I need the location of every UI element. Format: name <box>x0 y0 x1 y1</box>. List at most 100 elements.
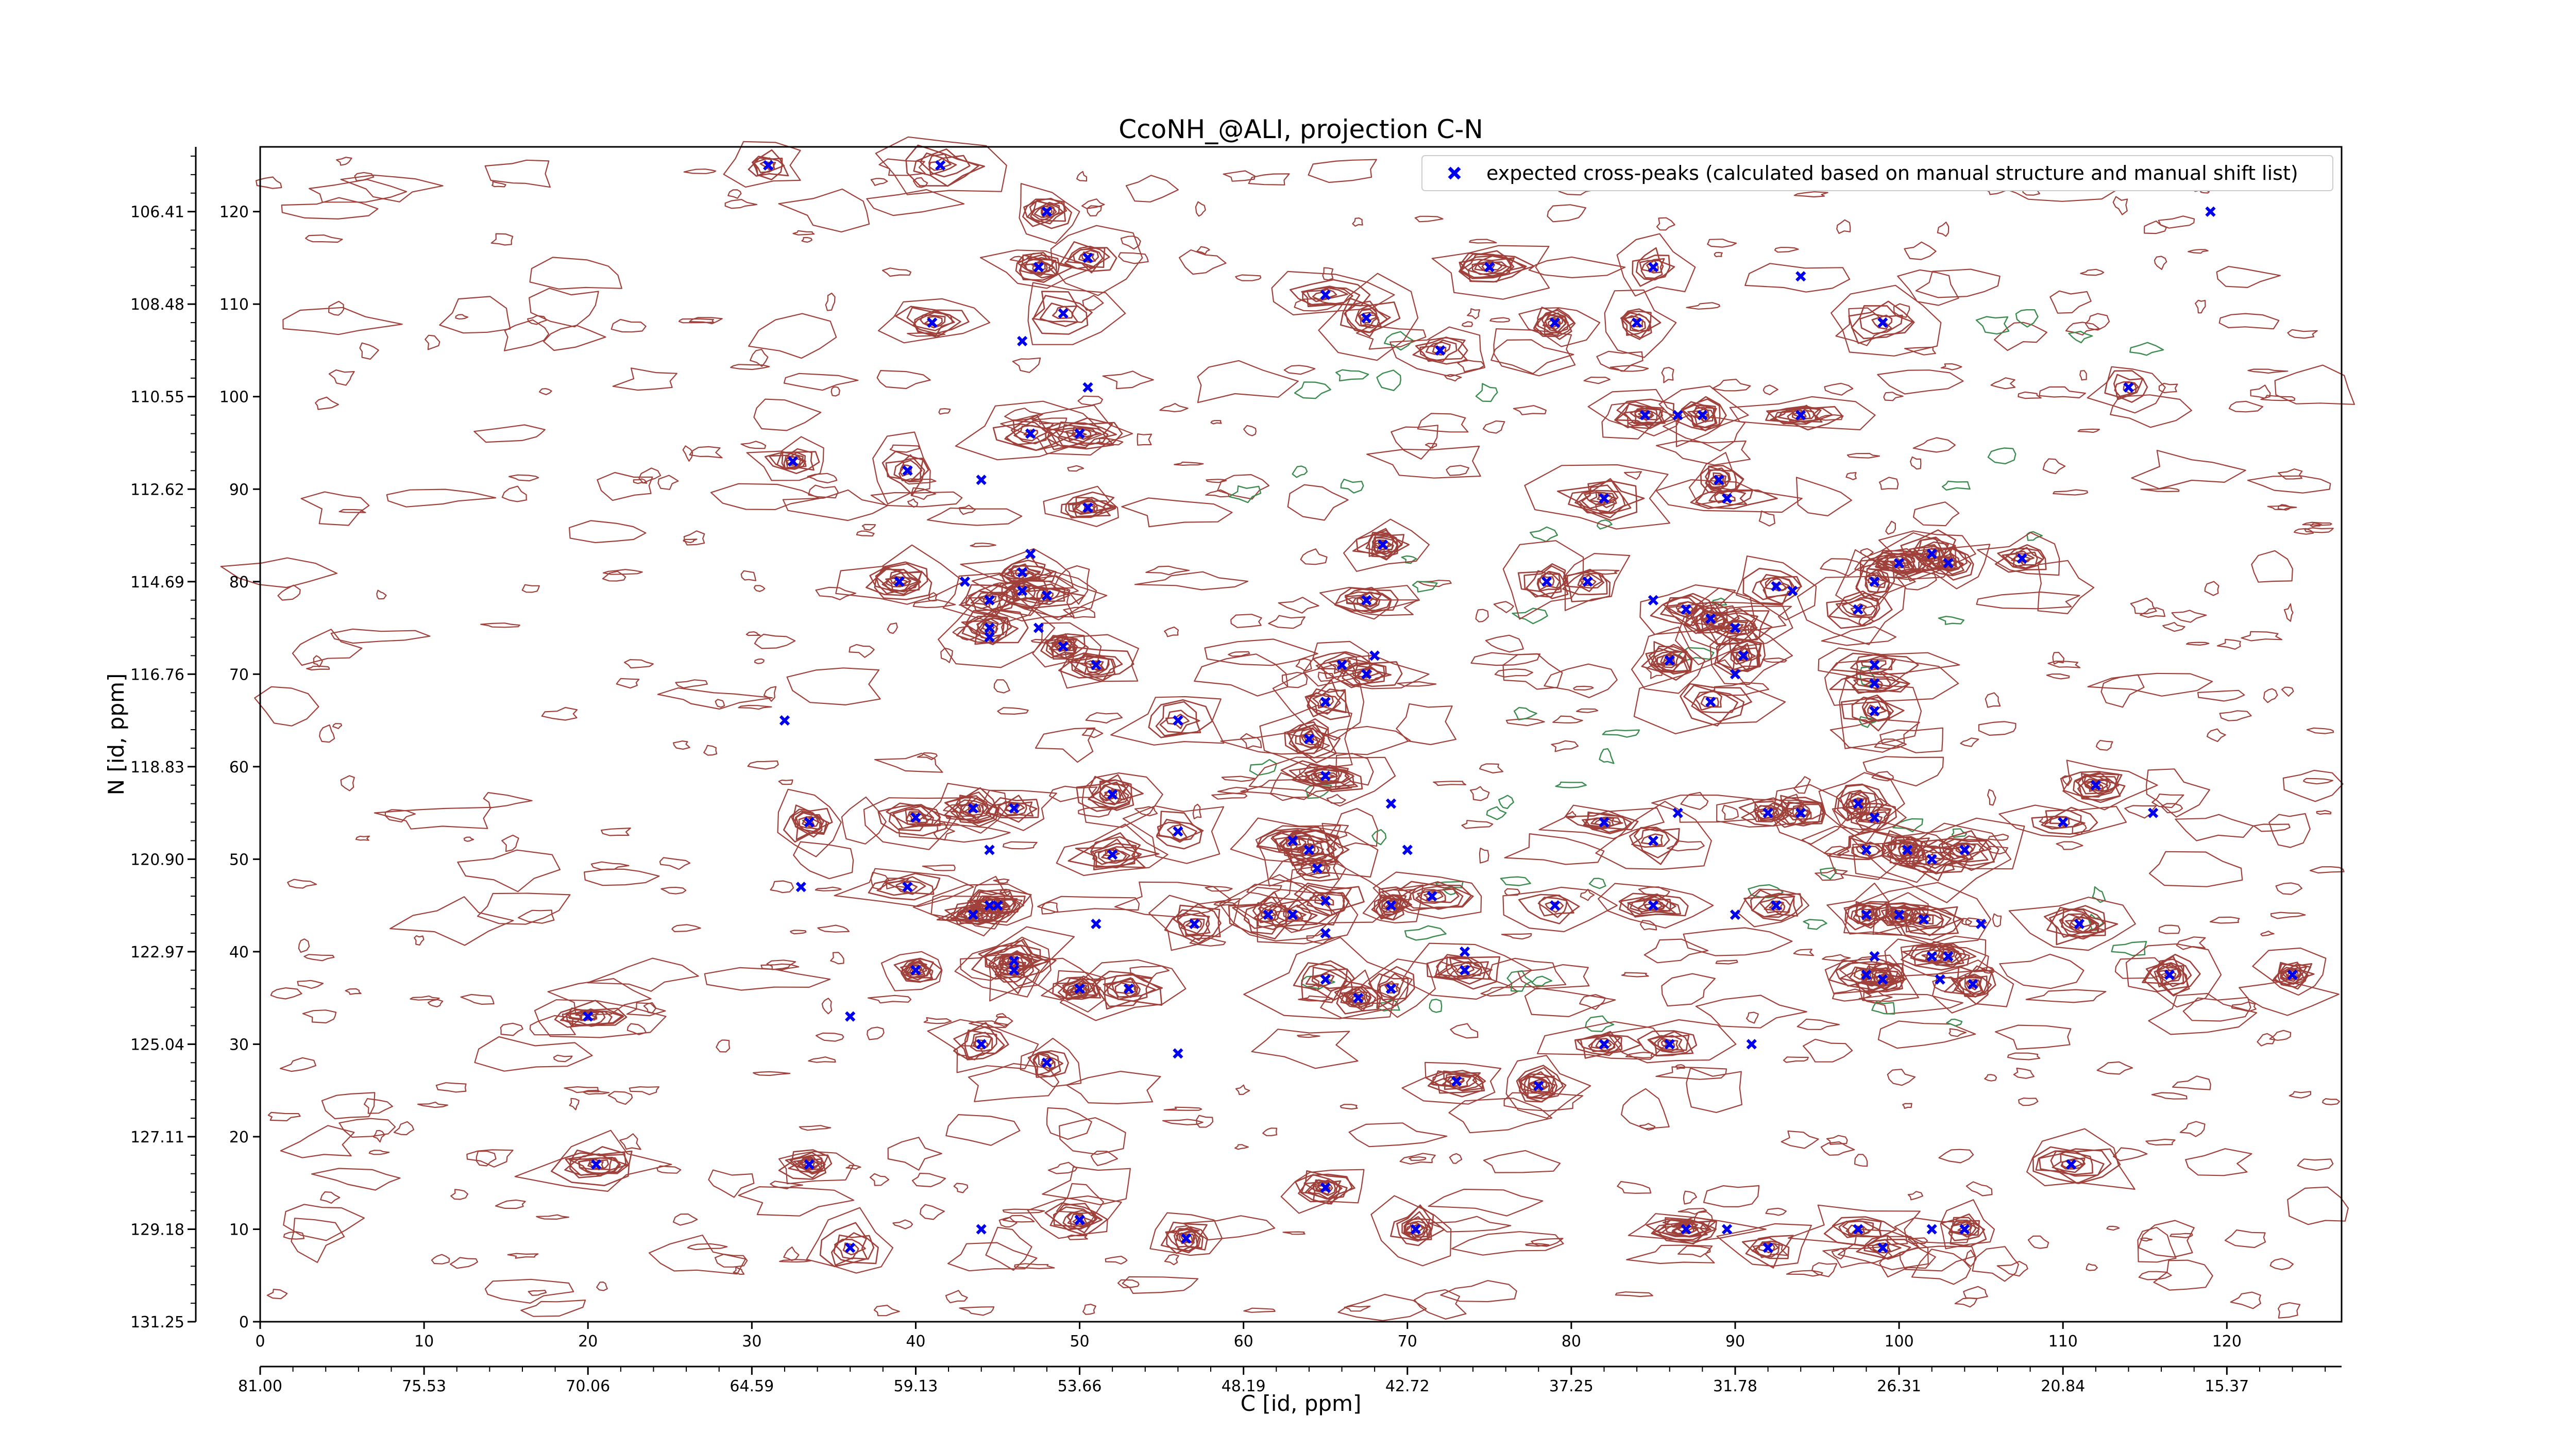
x-tick-label: 110 <box>2048 1333 2078 1351</box>
noise-contour <box>1210 419 1222 425</box>
noise-contour <box>2046 673 2070 680</box>
noise-contour <box>1912 501 1960 527</box>
peak-contour <box>1772 797 1824 828</box>
cross-peak-marker <box>1631 317 1642 328</box>
negative-contour <box>1951 828 1968 838</box>
noise-contour <box>856 530 875 537</box>
noise-contour <box>266 1289 288 1300</box>
noise-contour <box>1333 597 1418 616</box>
noise-contour <box>753 398 822 431</box>
peak-contour <box>2087 366 2166 414</box>
peak-contour <box>1837 1228 1929 1270</box>
noise-contour <box>2230 1291 2261 1309</box>
peak-contour <box>1419 339 1458 362</box>
peak-contour <box>1855 905 1879 926</box>
peak-contour <box>1716 1223 1812 1267</box>
peak-contour <box>1536 570 1561 591</box>
cross-peak-marker <box>1869 812 1880 823</box>
peak-contour <box>1691 690 1738 713</box>
peak-contour <box>1312 651 1374 679</box>
peak-contour <box>1828 591 1878 627</box>
noise-contour <box>1615 1291 1653 1298</box>
noise-contour <box>1836 219 1851 234</box>
cross-peak-marker <box>1893 909 1905 920</box>
noise-contour <box>1085 712 1123 724</box>
noise-contour <box>460 993 495 1005</box>
noise-contour <box>1703 1185 1760 1207</box>
peak-contour <box>1542 312 1569 333</box>
peak-contour <box>1647 1031 1694 1056</box>
peak-contour <box>1843 882 1992 946</box>
peak-contour <box>1358 309 1379 328</box>
peak-contour <box>1372 871 1482 919</box>
noise-contour <box>435 1082 467 1093</box>
noise-contour <box>1990 377 2016 390</box>
y2-tick-label: 114.69 <box>130 574 184 592</box>
peak-contour <box>1027 1050 1069 1078</box>
noise-contour <box>1783 1056 1809 1063</box>
noise-contour <box>1446 465 1470 476</box>
noise-contour <box>2047 660 2081 668</box>
noise-contour <box>583 868 660 886</box>
peak-contour <box>1317 652 1358 675</box>
noise-contour <box>710 483 820 511</box>
noise-contour <box>536 1214 570 1220</box>
legend-marker-icon <box>1448 166 1461 180</box>
cross-peak-marker <box>804 817 815 828</box>
cross-peak-marker <box>2016 553 2027 564</box>
cross-peak-marker <box>1369 650 1380 661</box>
peak-contour <box>1681 401 1718 428</box>
noise-contour <box>508 474 539 482</box>
cross-peak-marker <box>1926 1224 1937 1235</box>
noise-contour <box>672 740 690 750</box>
peak-contour <box>1716 637 1762 672</box>
cross-peak-marker <box>583 1011 594 1022</box>
peak-contour <box>1336 980 1381 1015</box>
noise-contour <box>368 1150 390 1155</box>
y2-tick-label: 122.97 <box>130 943 184 962</box>
peak-contour <box>1752 892 1795 918</box>
noise-contour <box>1137 433 1153 446</box>
cross-peak-marker <box>1861 845 1872 855</box>
noise-contour <box>1235 1084 1250 1095</box>
noise-contour <box>311 1168 401 1191</box>
cross-peak-marker <box>1861 969 1872 980</box>
peak-contour <box>2062 760 2158 811</box>
noise-contour <box>1066 1071 1161 1104</box>
noise-contour <box>1450 1023 1479 1039</box>
noise-contour <box>2182 997 2251 1022</box>
noise-contour <box>1433 781 1467 786</box>
peak-contour <box>1058 647 1134 679</box>
noise-contour <box>752 1071 791 1076</box>
peak-contour <box>1791 409 1815 420</box>
noise-contour <box>1145 565 1190 576</box>
noise-contour <box>1817 414 1844 421</box>
noise-contour <box>507 1253 539 1259</box>
x-tick-label: 60 <box>1234 1333 1253 1351</box>
noise-contour <box>1105 1255 1128 1265</box>
noise-contour <box>330 628 431 644</box>
y2-tick-label: 125.04 <box>130 1036 184 1054</box>
peak-contour <box>901 958 934 983</box>
peak-contour <box>1284 724 1328 754</box>
noise-contour <box>386 488 497 508</box>
cross-peak-marker <box>1385 983 1397 994</box>
cross-peak-marker <box>1033 622 1044 633</box>
negative-contour <box>1513 706 1537 721</box>
peak-contour <box>1717 633 1759 671</box>
peak-contour <box>778 1149 829 1180</box>
cross-peak-marker <box>1697 410 1708 420</box>
peak-contour <box>1832 798 1907 834</box>
peak-contour <box>1867 548 1926 578</box>
peak-contour <box>1518 1071 1553 1099</box>
noise-contour <box>1513 405 1547 415</box>
cross-peak-marker <box>984 845 995 855</box>
noise-contour <box>1002 1215 1035 1223</box>
peak-contour <box>1588 1035 1621 1052</box>
noise-contour <box>1159 402 1189 413</box>
peak-contour <box>1432 1070 1486 1091</box>
cross-peak-marker <box>1017 567 1028 578</box>
negative-contour <box>1871 1001 1895 1015</box>
peak-contour <box>1302 285 1353 307</box>
